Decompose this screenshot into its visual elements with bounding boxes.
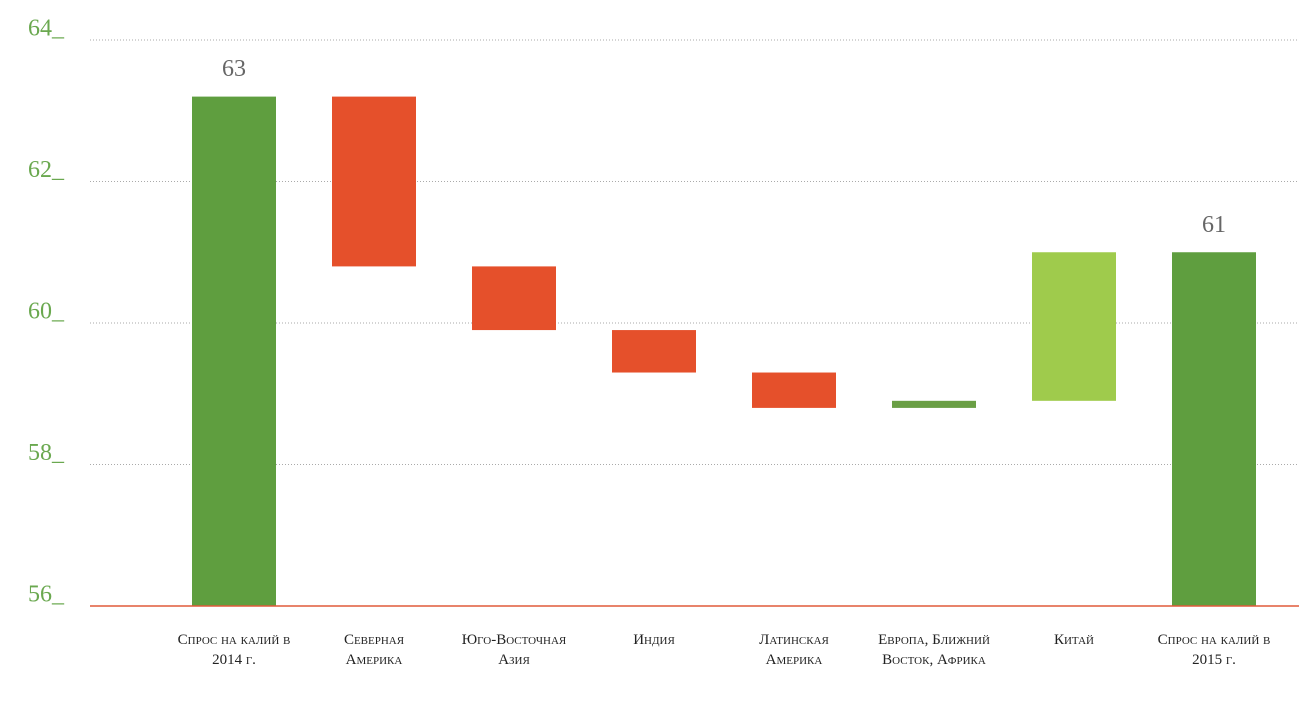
value-label: 63 [222,56,246,82]
x-tick-label: Индия [633,632,675,648]
y-tick-label: 64_ [28,16,65,42]
bar [472,266,556,331]
x-tick-label: Китай [1053,632,1094,648]
y-tick-label: 58_ [28,440,65,466]
bar [752,372,836,408]
y-tick-label: 56_ [28,582,65,608]
bar [1032,252,1116,401]
bar [612,330,696,373]
bar [892,400,976,408]
x-tick-label: Европа, Ближний Восток, Африка [878,632,990,668]
y-tick-label: 60_ [28,299,65,325]
x-tick-label: Спрос на калий в 2015 г. [1157,632,1271,668]
x-tick-label: Северная Америка [343,632,405,668]
bar [1172,252,1256,606]
value-label: 61 [1202,212,1226,238]
y-tick-label: 62_ [28,157,65,183]
x-tick-label: Юго-Восточная Азия [461,632,567,668]
bar [192,96,276,606]
x-tick-label: Латинская Америка [759,632,829,668]
bar [332,96,416,267]
x-tick-label: Спрос на калий в 2014 г. [177,632,291,668]
